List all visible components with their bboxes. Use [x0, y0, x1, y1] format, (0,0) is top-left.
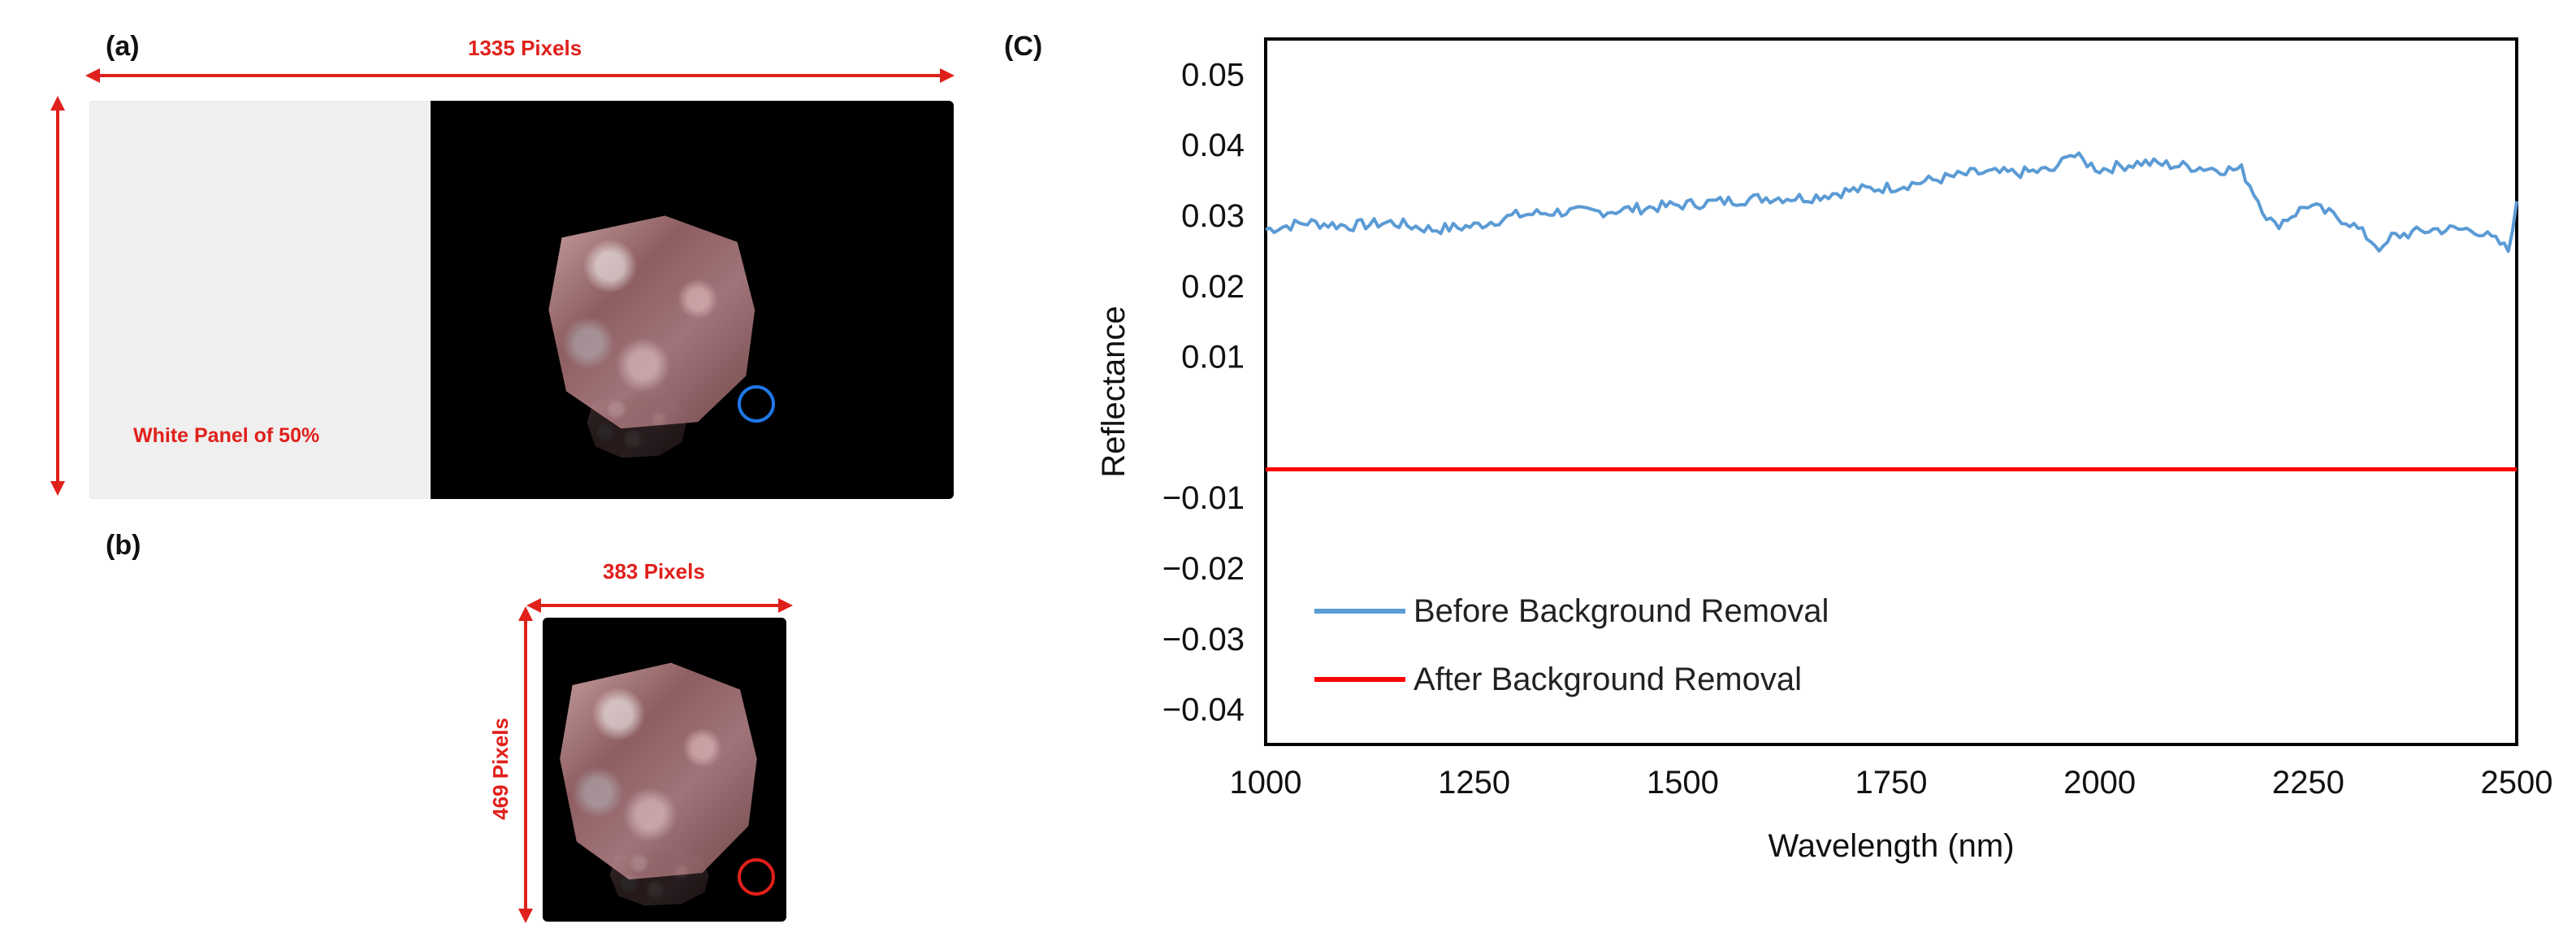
y-tick-label: −0.02 [1162, 551, 1245, 587]
height-label-b: 469 Pixels [488, 718, 513, 820]
series-line-before [1265, 151, 2518, 254]
x-tick-label: 2000 [2063, 765, 2136, 801]
height-arrow-b [518, 606, 533, 923]
x-tick-label: 2500 [2481, 765, 2553, 801]
width-label-b: 383 Pixels [603, 559, 705, 584]
width-arrow-a [85, 68, 955, 83]
rock-shadow-b [609, 850, 709, 906]
reflectance-chart: 0.05 0.04 0.03 0.02 0.01 −0.01 −0.02 −0.03 −0.04… [1096, 37, 2553, 864]
panel-label-b: (b) [106, 530, 141, 561]
x-tick-label: 1000 [1230, 765, 1302, 801]
width-label-a: 1335 Pixels [468, 36, 582, 60]
y-tick-label: 0.02 [1181, 269, 1245, 305]
x-tick-label: 2250 [2272, 765, 2344, 801]
y-tick-label: 0.03 [1181, 198, 1245, 234]
y-tick-label: 0.04 [1181, 128, 1245, 163]
y-tick-label: −0.03 [1162, 622, 1245, 657]
y-tick-label: −0.01 [1162, 480, 1245, 516]
y-tick-label: −0.04 [1162, 692, 1245, 728]
legend-label-after: After Background Removal [1414, 662, 1802, 697]
plot-area [1264, 37, 2518, 746]
panel-label-a: (a) [106, 31, 140, 62]
x-tick-label: 1500 [1647, 765, 1719, 801]
cropped-image-b [543, 618, 786, 922]
x-axis-label: Wavelength (nm) [1768, 828, 2014, 864]
hyperspectral-image-a: White Panel of 50% [89, 101, 954, 499]
white-reference-panel [89, 101, 431, 499]
roi-circle-a [738, 385, 775, 423]
panel-label-c: (C) [1004, 31, 1043, 62]
legend: Before Background Removal After Backgrou… [1314, 593, 1829, 697]
width-arrow-b [526, 598, 793, 613]
y-axis-label: Reflectance [1096, 306, 1132, 477]
y-tick-label: 0.01 [1181, 340, 1245, 375]
legend-label-before: Before Background Removal [1414, 593, 1829, 629]
rock-shadow-a [587, 394, 686, 458]
x-tick-label: 1250 [1438, 765, 1510, 801]
roi-circle-b [738, 858, 775, 896]
rock-sample-b [560, 662, 757, 880]
white-panel-label: White Panel of 50% [133, 424, 320, 447]
y-tick-label: 0.05 [1181, 57, 1245, 93]
height-arrow-a [50, 96, 65, 496]
x-tick-label: 1750 [1855, 765, 1928, 801]
rock-sample-a [548, 215, 755, 429]
